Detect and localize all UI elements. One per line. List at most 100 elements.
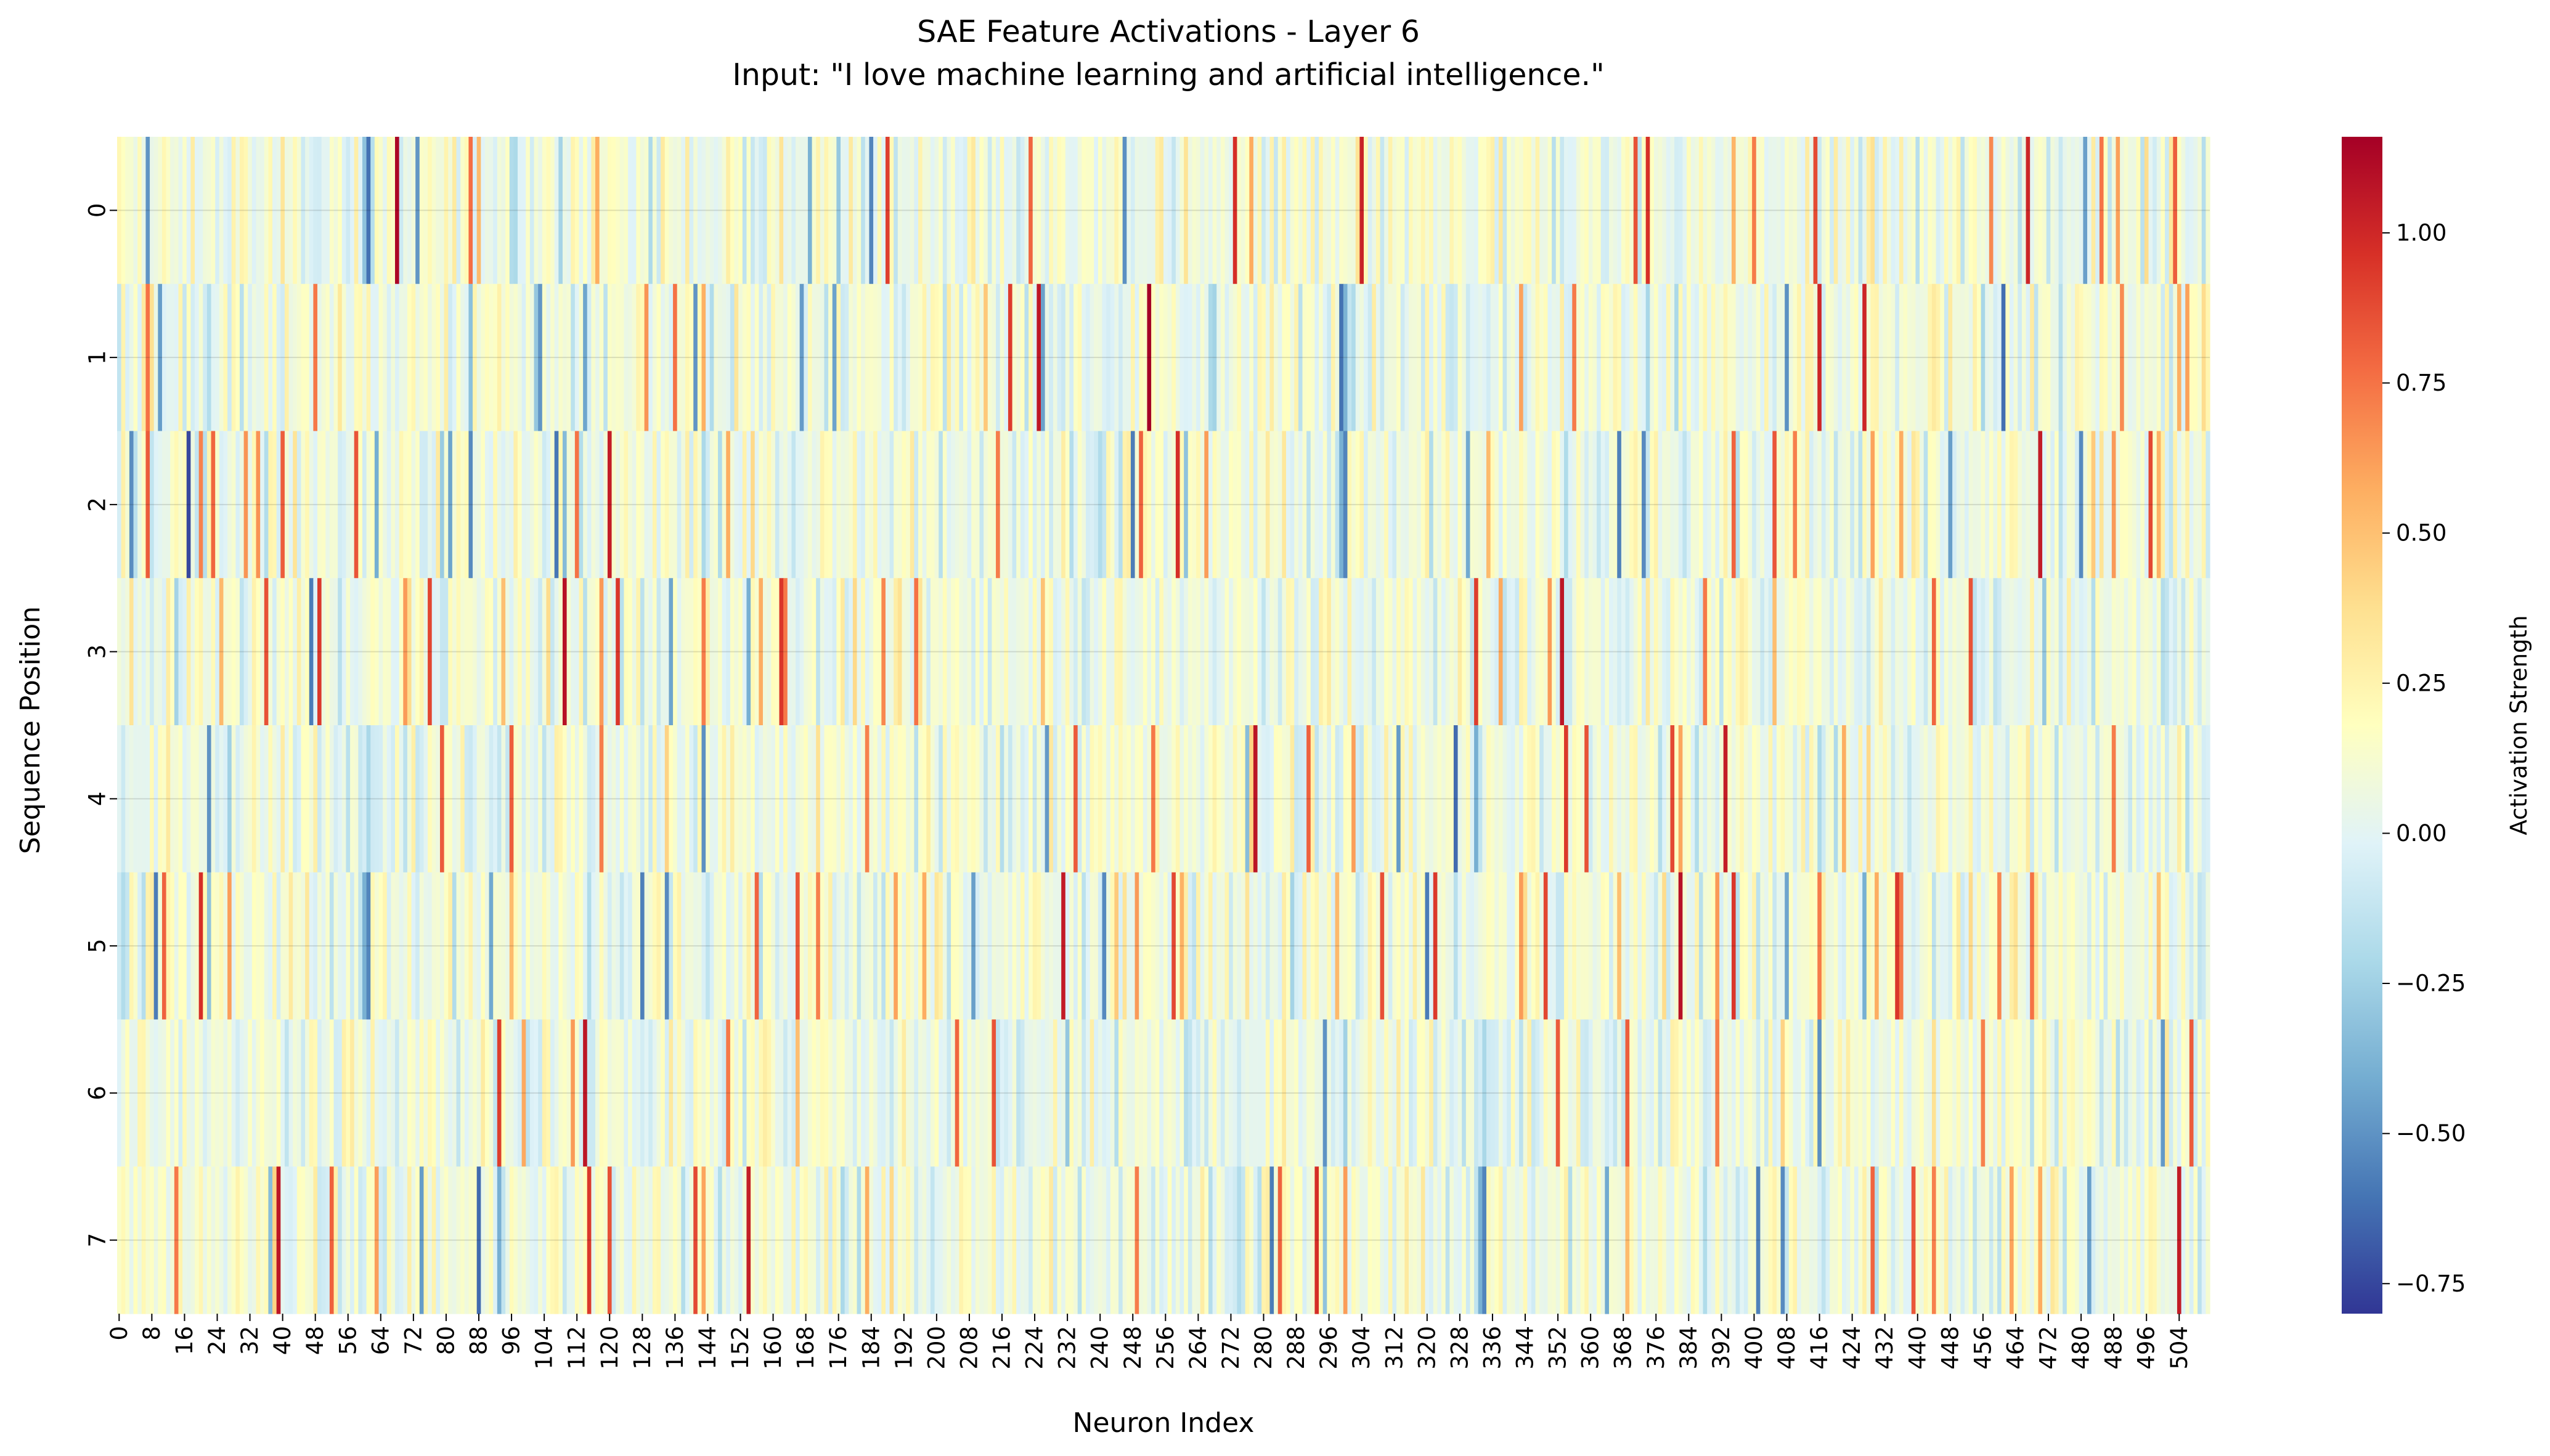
heatmap-cell [1674,872,1679,1020]
heatmap-cell [2181,578,2186,726]
heatmap-cell [317,578,322,726]
heatmap-cell [955,283,959,432]
heatmap-cell [685,137,690,285]
heatmap-cell [2156,283,2161,432]
heatmap-cell [1510,1166,1516,1314]
heatmap-cell [2034,872,2039,1020]
heatmap-cell [1490,1019,1495,1167]
heatmap-cell [1106,431,1111,579]
heatmap-cell [1134,1019,1139,1167]
heatmap-cell [1633,578,1638,726]
heatmap-cell [681,1019,686,1167]
heatmap-cell [1208,1166,1213,1314]
heatmap-cell [1895,1019,1900,1167]
heatmap-cell [1372,1166,1377,1314]
heatmap-cell [1004,1166,1009,1314]
heatmap-cell [1462,137,1467,285]
heatmap-cell [2136,1166,2141,1314]
heatmap-cell [2091,872,2096,1020]
heatmap-cell [914,283,919,432]
heatmap-cell [1261,137,1266,285]
heatmap-cell [1159,872,1164,1020]
heatmap-cell [1830,137,1835,285]
heatmap-cell [1976,725,1982,873]
heatmap-cell [505,1019,510,1167]
heatmap-cell [807,578,813,726]
heatmap-cell [1245,725,1250,873]
heatmap-cell [2030,725,2035,873]
heatmap-cell [190,1019,195,1167]
heatmap-cell [689,725,694,873]
heatmap-cell [186,872,191,1020]
heatmap-cell [2198,137,2202,285]
heatmap-cell [836,137,841,285]
heatmap-cell [894,872,898,1020]
heatmap-cell [1029,137,1033,285]
heatmap-cell [501,431,506,579]
heatmap-cell [996,1166,1001,1314]
heatmap-cell [1282,1019,1287,1167]
heatmap-cell [117,283,122,432]
heatmap-cell [1539,1166,1544,1314]
heatmap-cell [1731,578,1737,726]
heatmap-cell [796,1166,800,1314]
heatmap-cell [473,578,478,726]
heatmap-cell [2034,725,2039,873]
heatmap-cell [280,1166,285,1314]
heatmap-cell [2136,431,2141,579]
heatmap-cell [395,137,400,285]
heatmap-cell [1269,1166,1274,1314]
heatmap-cell [975,431,980,579]
heatmap-cell [309,1019,314,1167]
heatmap-cell [1605,725,1610,873]
heatmap-cell [1642,137,1647,285]
heatmap-cell [1200,283,1205,432]
heatmap-cell [1077,872,1082,1020]
y-tick-label: 5 [84,938,111,953]
heatmap-cell [865,431,870,579]
heatmap-cell [628,578,633,726]
heatmap-cell [1687,725,1692,873]
heatmap-cell [996,872,1001,1020]
heatmap-cell [2177,1166,2182,1314]
heatmap-cell [1576,578,1581,726]
heatmap-cell [1175,725,1181,873]
heatmap-cell [1809,1166,1814,1314]
heatmap-cell [321,725,326,873]
heatmap-cell [1931,1019,1937,1167]
heatmap-cell [1049,872,1054,1020]
heatmap-cell [1090,578,1094,726]
heatmap-cell [714,137,719,285]
heatmap-cell [1772,872,1777,1020]
heatmap-cell [1952,1019,1957,1167]
heatmap-cell [1257,283,1262,432]
heatmap-cell [894,1019,898,1167]
heatmap-cell [1637,1019,1642,1167]
heatmap-cell [1375,872,1381,1020]
heatmap-cell [505,725,510,873]
heatmap-cell [1560,578,1565,726]
heatmap-cell [873,725,878,873]
heatmap-cell [2063,1166,2067,1314]
heatmap-cell [1372,872,1377,1020]
heatmap-cell [305,725,310,873]
heatmap-cell [947,1166,951,1314]
heatmap-cell [959,283,964,432]
heatmap-cell [415,283,420,432]
heatmap-cell [636,578,641,726]
heatmap-cell [386,1166,391,1314]
heatmap-cell [979,725,984,873]
heatmap-cell [1584,283,1589,432]
heatmap-cell [448,725,453,873]
heatmap-cell [1102,1166,1107,1314]
heatmap-cell [182,1166,187,1314]
heatmap-cell [280,137,285,285]
heatmap-cell [1564,578,1569,726]
heatmap-cell [1359,1166,1364,1314]
heatmap-cell [1928,1019,1933,1167]
heatmap-cell [984,578,988,726]
heatmap-cell [591,137,596,285]
heatmap-cell [1151,578,1156,726]
heatmap-cell [1261,283,1266,432]
heatmap-cell [1482,578,1487,726]
